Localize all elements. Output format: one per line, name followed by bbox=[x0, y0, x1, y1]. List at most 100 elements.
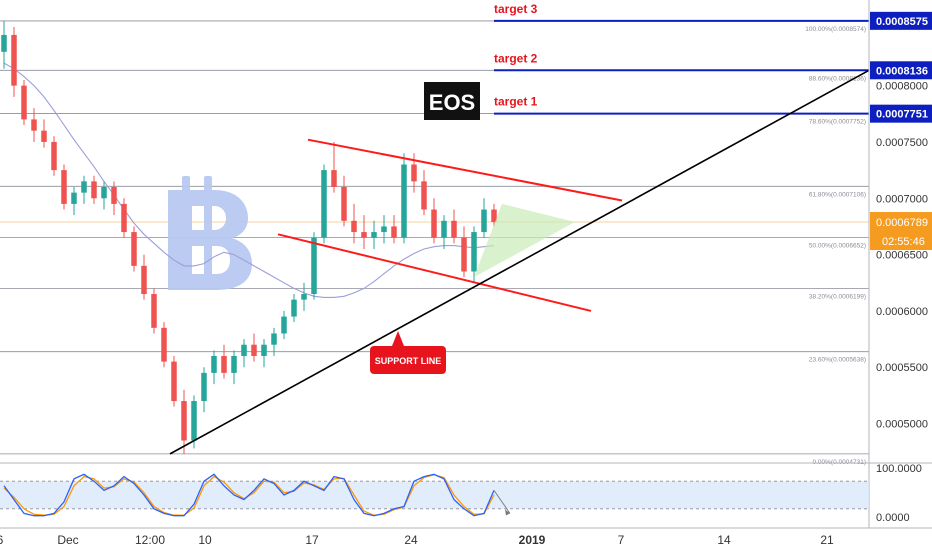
time-tick-label: Dec bbox=[57, 533, 78, 547]
support-line-badge: SUPPORT LINE bbox=[370, 331, 446, 374]
oscillator-tick-label: 100.0000 bbox=[876, 463, 922, 475]
candle-body bbox=[251, 344, 257, 356]
time-tick-label: 24 bbox=[404, 533, 418, 547]
fib-level-label: 100.00%(0.0008574) bbox=[805, 26, 866, 33]
candle-body bbox=[21, 85, 27, 120]
symbol-label: EOS bbox=[429, 90, 475, 115]
channel-lower-line bbox=[277, 233, 592, 312]
candle-body bbox=[131, 232, 137, 266]
drawings-layer: target 3 target 2 target 1 bbox=[169, 2, 870, 455]
time-tick-label: 2019 bbox=[519, 533, 546, 547]
symbol-label-box: EOS bbox=[424, 82, 480, 120]
candle-body bbox=[401, 164, 407, 238]
candle-body bbox=[411, 164, 417, 182]
candle-body bbox=[41, 130, 47, 142]
target-price-tag-label: 0.0008136 bbox=[876, 65, 928, 77]
candle-body bbox=[91, 181, 97, 199]
target-price-tag bbox=[870, 11, 932, 30]
target-price-tag bbox=[870, 61, 932, 80]
time-tick-label: 21 bbox=[820, 533, 834, 547]
time-axis[interactable]: 6 Dec 12:00 10 17 24 2019 7 14 21 bbox=[0, 527, 932, 547]
candle-body bbox=[341, 187, 347, 221]
candle-body bbox=[211, 355, 217, 373]
fib-level-label: 61.80%(0.0007106) bbox=[809, 191, 866, 198]
current-price-value: 0.0006789 bbox=[876, 217, 928, 229]
candle-body bbox=[1, 34, 7, 52]
candle-body bbox=[281, 316, 287, 334]
candle-body bbox=[51, 141, 57, 171]
support-trend-line bbox=[169, 69, 870, 455]
candle-body bbox=[151, 294, 157, 328]
fib-level-label: 78.60%(0.0007752) bbox=[809, 119, 866, 126]
candle-body bbox=[351, 220, 357, 233]
price-tick-label: 0.0007000 bbox=[876, 193, 928, 205]
target-label: target 3 bbox=[494, 2, 538, 16]
candle-body bbox=[181, 401, 187, 441]
candle-body bbox=[331, 170, 337, 188]
oscillator-projection-arrowhead bbox=[505, 509, 510, 516]
candle-body bbox=[471, 232, 477, 272]
oscillator-band bbox=[0, 481, 869, 509]
candle-body bbox=[451, 220, 457, 238]
candle-body bbox=[301, 294, 307, 300]
candle-body bbox=[391, 226, 397, 238]
candle-body bbox=[431, 209, 437, 238]
target-price-tag bbox=[870, 104, 932, 123]
time-tick-label: 14 bbox=[717, 533, 731, 547]
candle-body bbox=[481, 209, 487, 233]
time-tick-label: 10 bbox=[198, 533, 212, 547]
candle-body bbox=[421, 181, 427, 210]
candles-layer bbox=[1, 20, 497, 454]
candle-body bbox=[291, 299, 297, 317]
candle-body bbox=[121, 203, 127, 233]
candle-body bbox=[201, 372, 207, 402]
candle-body bbox=[221, 355, 227, 373]
price-tick-label: 0.0007500 bbox=[876, 137, 928, 149]
moving-average-line bbox=[3, 62, 495, 298]
moving-average-layer bbox=[3, 62, 495, 298]
oscillator-tick-label: 0.0000 bbox=[876, 512, 910, 524]
fib-level-label: 23.60%(0.0005638) bbox=[809, 357, 866, 364]
candle-body bbox=[441, 220, 447, 238]
candle-body bbox=[491, 209, 497, 223]
candle-body bbox=[111, 187, 117, 204]
candle-body bbox=[191, 401, 197, 441]
time-tick-label: 7 bbox=[618, 533, 625, 547]
time-tick-label: 17 bbox=[305, 533, 319, 547]
oscillator-projection bbox=[493, 490, 511, 514]
price-tick-label: 0.0005500 bbox=[876, 362, 928, 374]
target-price-tag-label: 0.0007751 bbox=[876, 109, 928, 121]
candle-body bbox=[171, 361, 177, 402]
candle-body bbox=[371, 232, 377, 238]
fib-level-label: 50.00%(0.0006652) bbox=[809, 242, 866, 249]
candle-body bbox=[141, 265, 147, 295]
candle-body bbox=[161, 327, 167, 362]
bar-countdown: 02:55:46 bbox=[882, 236, 925, 248]
candle-body bbox=[101, 187, 107, 199]
projection-area bbox=[474, 203, 575, 278]
candle-body bbox=[321, 170, 327, 238]
candle-body bbox=[361, 232, 367, 238]
price-tick-label: 0.0008000 bbox=[876, 81, 928, 93]
target-price-tag-label: 0.0008575 bbox=[876, 16, 928, 28]
price-axis[interactable]: 0.0008000 0.0007500 0.0007000 0.0006500 0.00… bbox=[0, 0, 932, 528]
price-tick-label: 0.0006500 bbox=[876, 250, 928, 262]
candle-body bbox=[271, 333, 277, 345]
target-label: target 2 bbox=[494, 51, 538, 65]
oscillator-k-line bbox=[3, 473, 495, 517]
candle-body bbox=[231, 355, 237, 373]
fib-level-label: 38.20%(0.0006199) bbox=[809, 294, 866, 301]
candle-body bbox=[311, 237, 317, 295]
candle-body bbox=[71, 192, 77, 204]
fib-level-label: 88.60%(0.0008136) bbox=[809, 75, 866, 82]
candle-body bbox=[11, 34, 17, 86]
price-tick-label: 0.0005000 bbox=[876, 419, 928, 431]
bitcoin-logo-icon bbox=[168, 176, 252, 290]
candle-body bbox=[81, 181, 87, 193]
channel-upper-line bbox=[307, 138, 623, 202]
candle-body bbox=[31, 119, 37, 131]
fib-level-label: 0.00%(0.0004731) bbox=[813, 459, 867, 466]
price-tick-label: 0.0006000 bbox=[876, 306, 928, 318]
